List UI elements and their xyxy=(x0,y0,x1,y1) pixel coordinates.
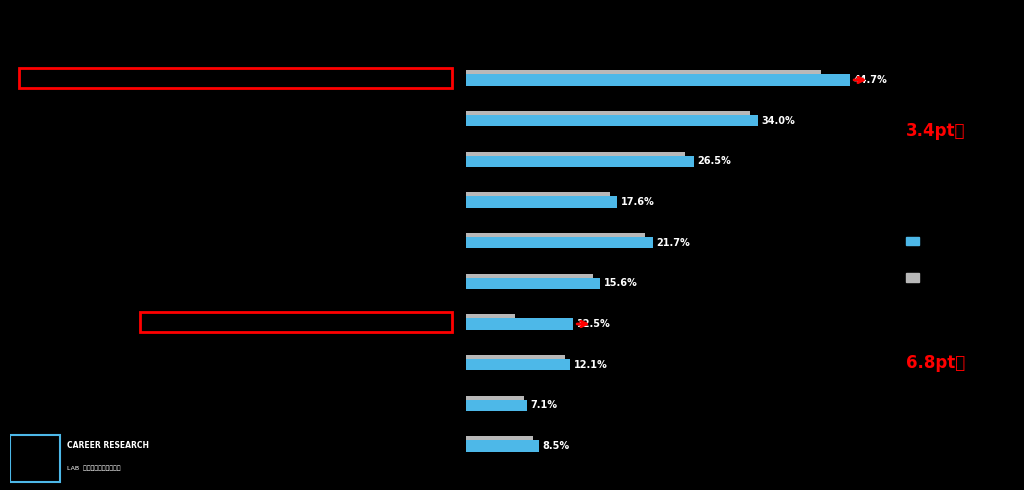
Bar xyxy=(466,355,565,366)
Bar xyxy=(466,70,821,81)
Bar xyxy=(466,151,685,163)
Text: 7.1%: 7.1% xyxy=(530,400,557,410)
Text: 12.1%: 12.1% xyxy=(573,360,607,369)
Bar xyxy=(466,237,652,248)
Text: ●「人生100年時代」今後の働き方として考えに近いもの（複数回答）●: ●「人生100年時代」今後の働き方として考えに近いもの（複数回答）● xyxy=(298,14,726,33)
Text: 44.7%: 44.7% xyxy=(854,75,888,85)
Bar xyxy=(466,314,515,325)
Bar xyxy=(466,395,524,407)
Bar xyxy=(466,115,759,126)
Text: 12.5%: 12.5% xyxy=(577,319,610,329)
Bar xyxy=(466,400,527,411)
Bar xyxy=(466,436,534,448)
Text: 8.5%: 8.5% xyxy=(543,441,569,451)
Bar xyxy=(906,237,920,245)
Bar xyxy=(466,196,617,208)
Bar xyxy=(466,233,645,244)
Text: 34.0%: 34.0% xyxy=(762,116,796,125)
Bar xyxy=(466,278,600,289)
Bar xyxy=(466,111,750,122)
Bar xyxy=(466,192,610,203)
Text: LAB  キャリアリサーチラボ: LAB キャリアリサーチラボ xyxy=(67,465,120,470)
Text: 3.4pt増: 3.4pt増 xyxy=(906,122,966,140)
Bar xyxy=(466,359,570,370)
Text: 15.6%: 15.6% xyxy=(603,278,637,288)
Text: 21.7%: 21.7% xyxy=(656,238,690,247)
Text: 6.8pt増: 6.8pt増 xyxy=(906,354,966,371)
Bar xyxy=(466,273,593,285)
Bar xyxy=(906,273,920,282)
Bar xyxy=(466,156,694,167)
Text: 17.6%: 17.6% xyxy=(621,197,654,207)
Bar xyxy=(466,441,539,452)
Text: CAREER RESEARCH: CAREER RESEARCH xyxy=(67,441,148,450)
Text: 26.5%: 26.5% xyxy=(697,156,731,166)
Bar xyxy=(466,74,850,86)
Bar xyxy=(466,318,573,330)
